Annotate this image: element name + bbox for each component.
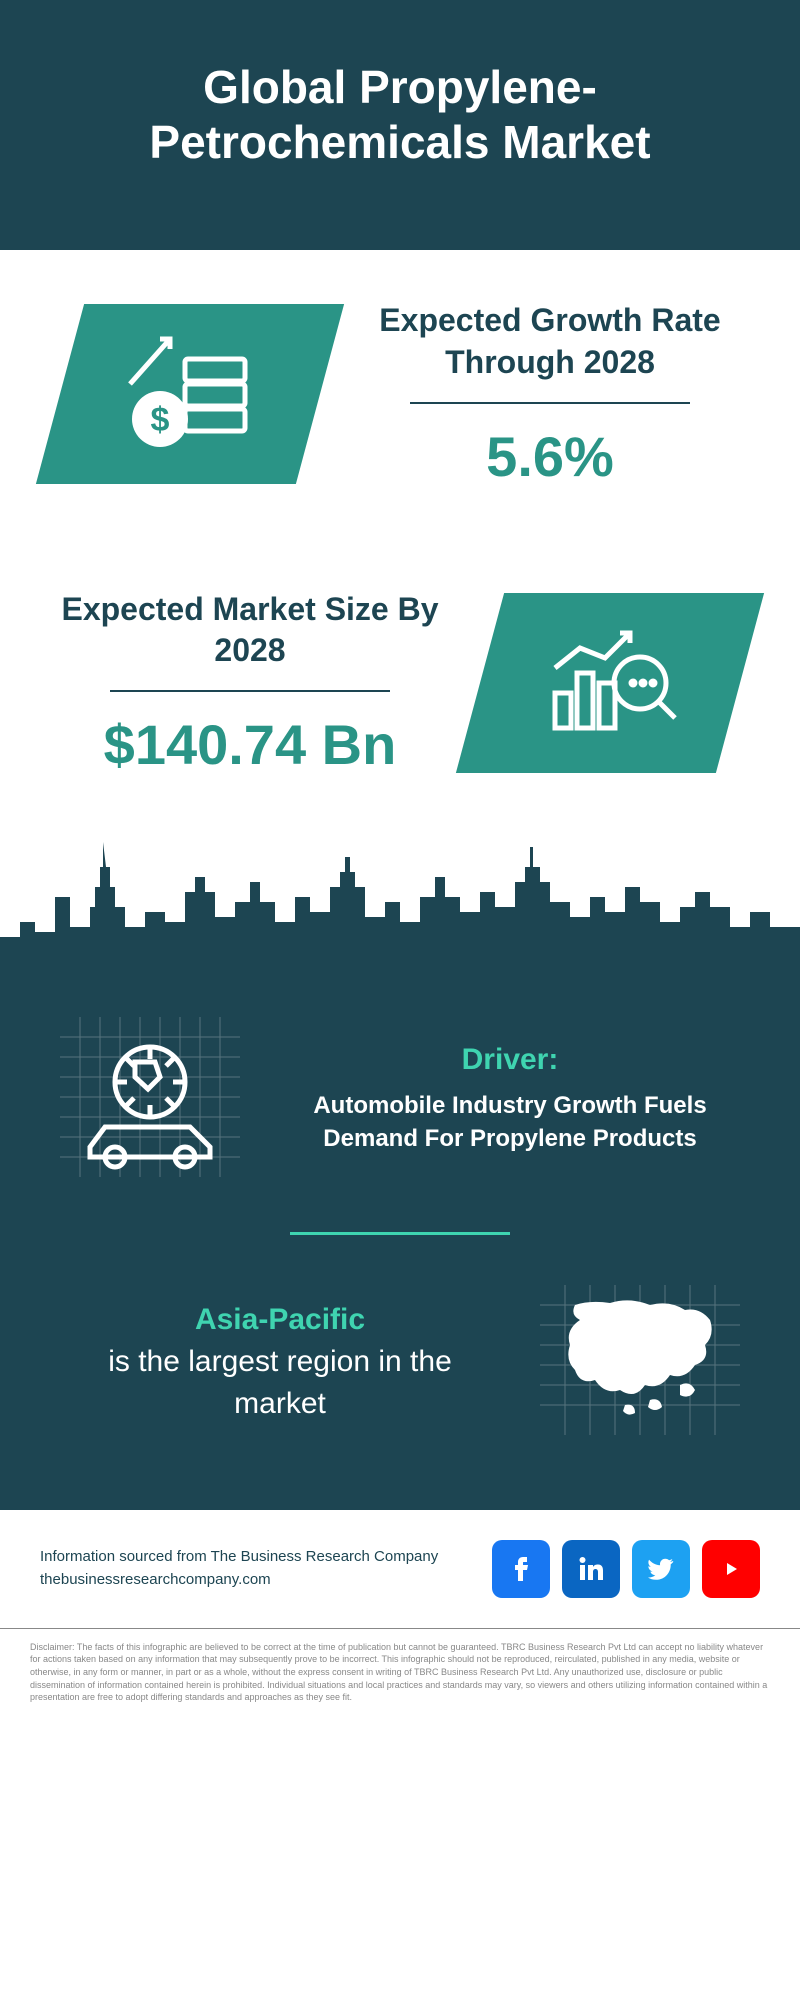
- market-value: $140.74 Bn: [60, 712, 440, 777]
- footer-line1: Information sourced from The Business Re…: [40, 1546, 438, 1569]
- dark-section: Driver: Automobile Industry Growth Fuels…: [0, 987, 800, 1510]
- region-highlight: Asia-Pacific: [195, 1303, 365, 1336]
- header: Global Propylene-Petrochemicals Market: [0, 0, 800, 250]
- section-divider: [290, 1232, 510, 1235]
- divider: [110, 690, 390, 692]
- youtube-icon[interactable]: [702, 1540, 760, 1598]
- footer: Information sourced from The Business Re…: [0, 1510, 800, 1628]
- market-text: Expected Market Size By 2028 $140.74 Bn: [60, 589, 440, 777]
- market-title: Expected Market Size By 2028: [60, 589, 440, 672]
- social-links: [492, 1540, 760, 1598]
- growth-text: Expected Growth Rate Through 2028 5.6%: [360, 300, 740, 488]
- growth-value: 5.6%: [360, 424, 740, 489]
- money-growth-icon: $: [115, 329, 265, 459]
- footer-line2: thebusinessresearchcompany.com: [40, 1569, 438, 1592]
- driver-body: Automobile Industry Growth Fuels Demand …: [280, 1089, 740, 1156]
- chart-analysis-icon: [535, 618, 685, 748]
- market-icon-bg: [456, 593, 764, 773]
- divider: [410, 402, 690, 404]
- facebook-icon[interactable]: [492, 1540, 550, 1598]
- market-size-section: Expected Market Size By 2028 $140.74 Bn: [0, 539, 800, 827]
- driver-block: Driver: Automobile Industry Growth Fuels…: [60, 1017, 740, 1182]
- growth-rate-section: $ Expected Growth Rate Through 2028 5.6%: [0, 250, 800, 538]
- footer-text: Information sourced from The Business Re…: [40, 1546, 438, 1591]
- asia-map-icon: [540, 1285, 740, 1440]
- svg-text:$: $: [151, 401, 170, 439]
- automobile-icon: [60, 1017, 240, 1182]
- region-text: Asia-Pacific is the largest region in th…: [60, 1299, 500, 1425]
- region-rest: is the largest region in the market: [108, 1345, 452, 1420]
- page-title: Global Propylene-Petrochemicals Market: [40, 60, 760, 170]
- linkedin-icon[interactable]: [562, 1540, 620, 1598]
- driver-label: Driver:: [280, 1043, 740, 1077]
- twitter-icon[interactable]: [632, 1540, 690, 1598]
- driver-text: Driver: Automobile Industry Growth Fuels…: [280, 1043, 740, 1156]
- skyline-graphic: [0, 827, 800, 987]
- region-block: Asia-Pacific is the largest region in th…: [60, 1285, 740, 1440]
- disclaimer: Disclaimer: The facts of this infographi…: [0, 1628, 800, 1734]
- growth-title: Expected Growth Rate Through 2028: [360, 300, 740, 383]
- growth-icon-bg: $: [36, 304, 344, 484]
